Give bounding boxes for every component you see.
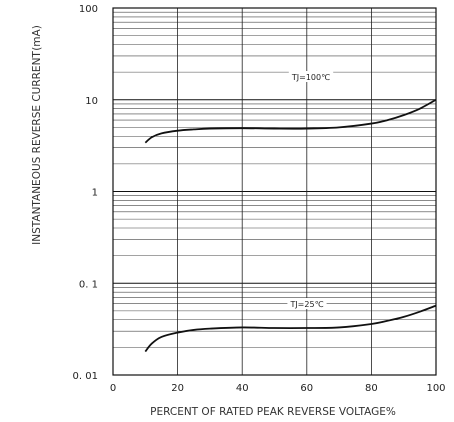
- y-axis-label: INSTANTANEOUS REVERSE CURRENT: [31, 51, 43, 245]
- y-tick-label: 100: [79, 4, 98, 15]
- x-tick-labels: 0 20 40 60 80 100: [110, 383, 446, 394]
- series-label-bg: [288, 71, 334, 82]
- x-tick-label: 60: [300, 383, 313, 394]
- y-tick-label: 0. 01: [73, 371, 98, 382]
- x-tick-label: 0: [110, 383, 116, 394]
- y-tick-label: 10: [85, 96, 98, 107]
- series-labels: TJ=100℃ TJ=25℃: [287, 71, 334, 309]
- y-tick-label: 1: [92, 188, 98, 199]
- series-label-bg: [287, 298, 327, 309]
- x-tick-label: 80: [365, 383, 378, 394]
- x-axis-label: PERCENT OF RATED PEAK REVERSE VOLTAGE%: [150, 406, 396, 418]
- x-tick-label: 20: [171, 383, 184, 394]
- y-tick-label: 0. 1: [79, 279, 98, 290]
- series-label-tj100: TJ=100℃: [291, 73, 330, 82]
- series-line-tj25: [144, 304, 437, 353]
- x-tick-label: 40: [236, 383, 249, 394]
- y-axis-unit: (mA): [31, 25, 43, 51]
- series-curves: [144, 98, 437, 353]
- plot-frame: [112, 7, 437, 376]
- y-tick-labels: 100 10 1 0. 1 0. 01: [73, 4, 98, 382]
- series-line-tj100: [144, 98, 437, 144]
- series-label-tj25: TJ=25℃: [289, 300, 323, 309]
- grid-minor-lines: [113, 11, 436, 348]
- x-tick-label: 100: [426, 383, 445, 394]
